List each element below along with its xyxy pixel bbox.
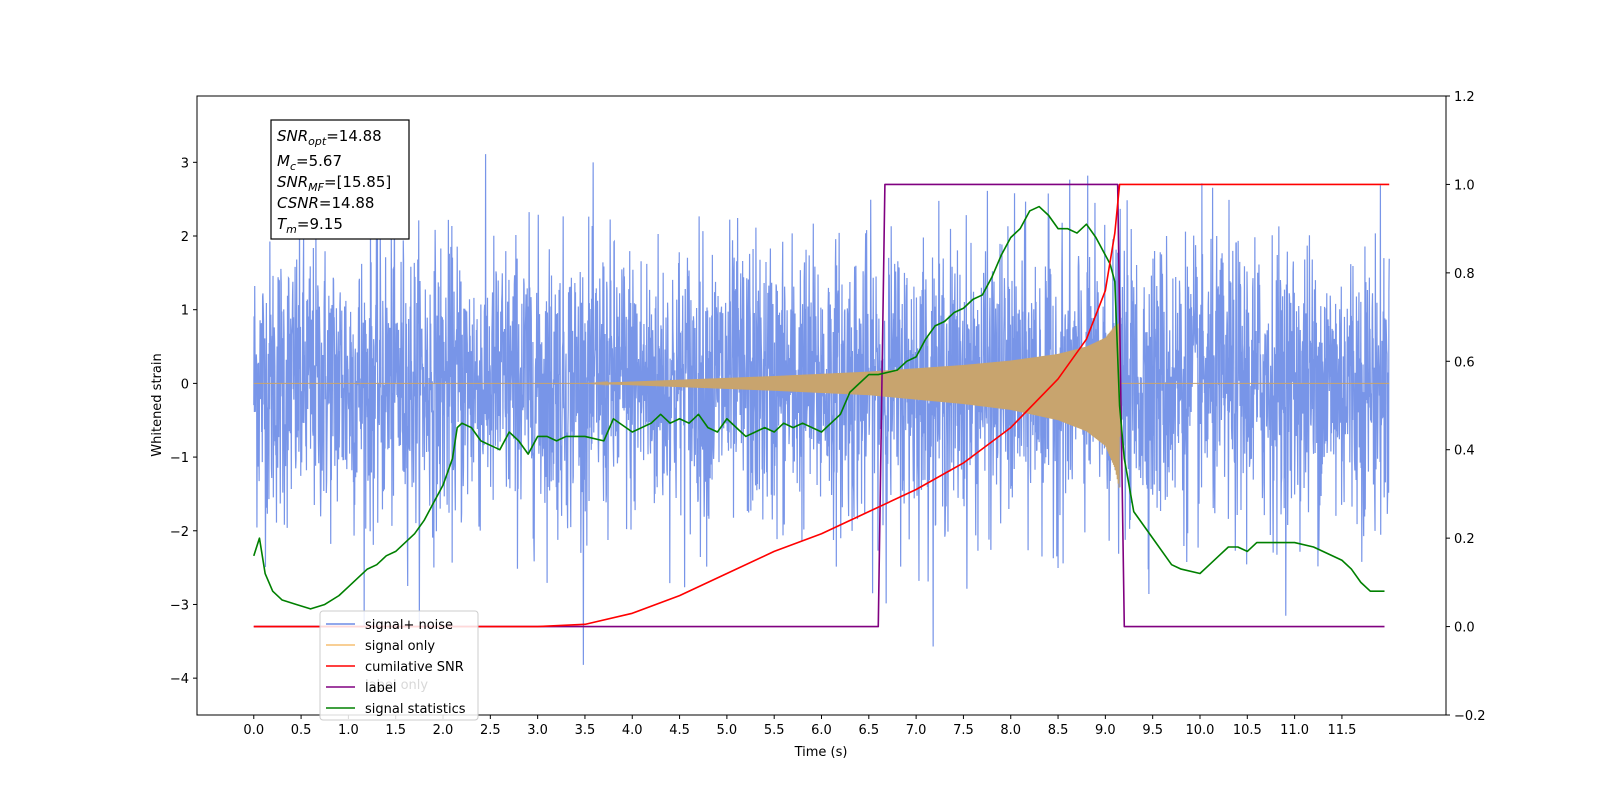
- annotation-mc: Mc=5.67: [277, 152, 342, 173]
- x-axis-ticks: 0.0 0.5 1.0 1.5 2.0 2.5 3.0 3.5 4.0 4.5 5.0 5.5 6.0 6…: [243, 715, 1356, 738]
- x-tick-label: 2.5: [480, 723, 501, 738]
- y-tick-label: 1: [181, 304, 189, 319]
- x-tick-label: 9.5: [1142, 723, 1163, 738]
- x-tick-label: 11.0: [1280, 723, 1309, 738]
- legend-entry-cumilative-snr: cumilative SNR: [326, 660, 464, 675]
- legend-label: signal statistics: [365, 702, 466, 717]
- y2-tick-label: 0.2: [1454, 532, 1475, 547]
- annotation-csnr: CSNR=14.88: [277, 194, 374, 212]
- cumilative-SNR-line: [253, 183, 1390, 628]
- y2-axis-ticks: −0.2 0.0 0.2 0.4 0.6 0.8 1.0 1.2: [1446, 90, 1486, 724]
- x-tick-label: 0.5: [291, 723, 312, 738]
- x-tick-label: 10.5: [1233, 723, 1262, 738]
- y-tick-label: −1: [170, 451, 189, 466]
- right-axis-series: [253, 183, 1390, 628]
- legend-entry-signal-only: signal only: [326, 639, 435, 654]
- annotation-snr-opt: SNRopt=14.88: [277, 127, 382, 148]
- signal-noise-series: [253, 154, 1390, 665]
- x-tick-label: 5.5: [764, 723, 785, 738]
- signal-noise-line: [253, 154, 1390, 665]
- x-tick-label: 4.0: [622, 723, 643, 738]
- y2-tick-label: 0.6: [1454, 355, 1475, 370]
- legend-hidden-text: label only: [365, 678, 428, 693]
- y2-tick-label: 1.2: [1454, 90, 1475, 105]
- x-tick-label: 4.5: [669, 723, 690, 738]
- y2-tick-label: 0.4: [1454, 444, 1475, 459]
- x-tick-label: 7.0: [906, 723, 927, 738]
- x-tick-label: 5.0: [717, 723, 738, 738]
- x-tick-label: 1.0: [338, 723, 359, 738]
- y2-tick-label: −0.2: [1454, 709, 1486, 724]
- legend-entry-signal-statistics: signal statistics: [326, 702, 466, 717]
- x-tick-label: 11.5: [1327, 723, 1356, 738]
- y-tick-label: 3: [181, 156, 189, 171]
- x-tick-label: 7.5: [953, 723, 974, 738]
- y-tick-label: −2: [170, 525, 189, 540]
- x-tick-label: 0.0: [243, 723, 264, 738]
- x-tick-label: 2.0: [433, 723, 454, 738]
- legend: label only signal+ noise signal only cum…: [319, 610, 479, 721]
- y2-tick-label: 0.0: [1454, 621, 1475, 636]
- signal-only-line: [253, 322, 1390, 489]
- y-axis-ticks: −4 −3 −2 −1 0 1 2 3: [170, 156, 197, 687]
- legend-label: signal+ noise: [365, 618, 453, 633]
- y2-tick-label: 1.0: [1454, 178, 1475, 193]
- y-axis-label: Whitened strain: [150, 353, 165, 456]
- legend-label: cumilative SNR: [365, 660, 464, 675]
- x-tick-label: 6.0: [811, 723, 832, 738]
- y2-tick-label: 0.8: [1454, 267, 1475, 282]
- annotation-snr-mf: SNRMF=[15.85]: [277, 173, 391, 194]
- x-tick-label: 3.5: [575, 723, 596, 738]
- x-tick-label: 3.0: [527, 723, 548, 738]
- y-tick-label: −4: [170, 672, 189, 687]
- legend-entry-signal-noise: signal+ noise: [326, 618, 453, 633]
- label-line: [253, 183, 1385, 628]
- legend-entry-label: label: [326, 681, 396, 696]
- annotation-tm: Tm=9.15: [277, 215, 343, 236]
- x-tick-label: 9.0: [1095, 723, 1116, 738]
- x-axis-label: Time (s): [794, 745, 848, 760]
- x-tick-label: 8.0: [1000, 723, 1021, 738]
- y-tick-label: 2: [181, 230, 189, 245]
- x-tick-label: 6.5: [858, 723, 879, 738]
- annotation-box: SNRopt=14.88 Mc=5.67 SNRMF=[15.85] CSNR=…: [270, 119, 410, 240]
- legend-label: signal only: [365, 639, 435, 654]
- legend-label: label: [365, 681, 396, 696]
- x-tick-label: 1.5: [385, 723, 406, 738]
- y-tick-label: −3: [170, 598, 189, 613]
- x-tick-label: 8.5: [1048, 723, 1069, 738]
- signal-only-series: [253, 322, 1390, 489]
- x-tick-label: 10.0: [1186, 723, 1215, 738]
- signal-statistics-line: [253, 205, 1385, 610]
- y-tick-label: 0: [181, 377, 189, 392]
